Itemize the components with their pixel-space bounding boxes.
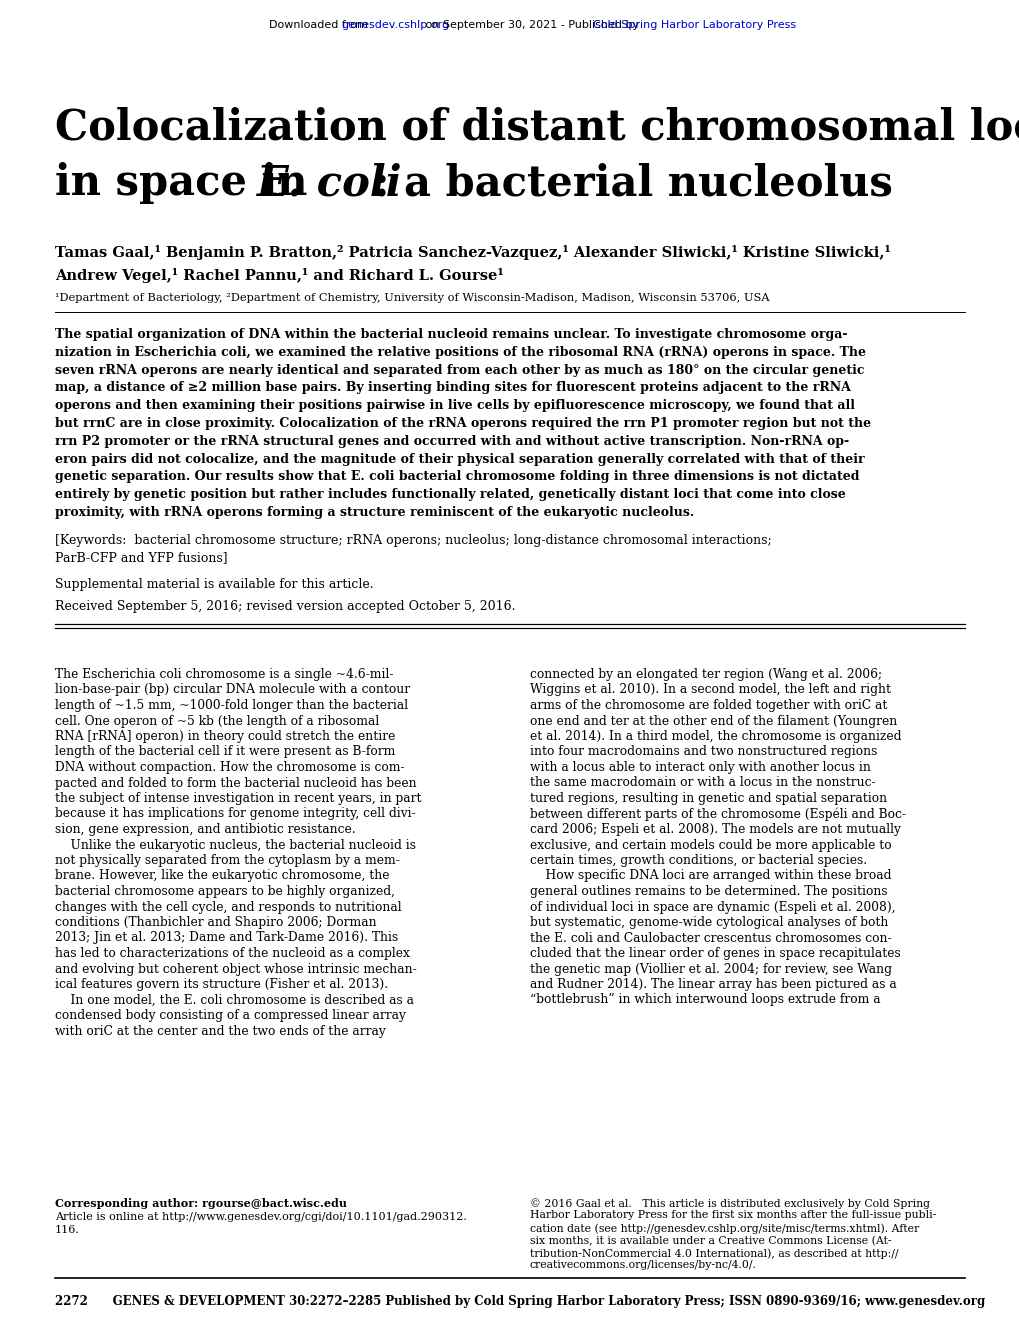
Text: nization in Escherichia coli, we examined the relative positions of the ribosoma: nization in Escherichia coli, we examine… <box>55 346 865 359</box>
Text: operons and then examining their positions pairwise in live cells by epifluoresc: operons and then examining their positio… <box>55 399 854 412</box>
Text: How specific DNA loci are arranged within these broad: How specific DNA loci are arranged withi… <box>530 870 891 883</box>
Text: Received September 5, 2016; revised version accepted October 5, 2016.: Received September 5, 2016; revised vers… <box>55 601 515 612</box>
Text: proximity, with rRNA operons forming a structure reminiscent of the eukaryotic n: proximity, with rRNA operons forming a s… <box>55 506 694 519</box>
Text: RNA [rRNA] operon) in theory could stretch the entire: RNA [rRNA] operon) in theory could stret… <box>55 730 395 743</box>
Text: into four macrodomains and two nonstructured regions: into four macrodomains and two nonstruct… <box>530 746 876 759</box>
Text: but rrnC are in close proximity. Colocalization of the rRNA operons required the: but rrnC are in close proximity. Colocal… <box>55 417 870 430</box>
Text: entirely by genetic position but rather includes functionally related, genetical: entirely by genetic position but rather … <box>55 488 845 502</box>
Text: eron pairs did not colocalize, and the magnitude of their physical separation ge: eron pairs did not colocalize, and the m… <box>55 453 864 466</box>
Text: 2272      GENES & DEVELOPMENT 30:2272–2285 Published by Cold Spring Harbor Labor: 2272 GENES & DEVELOPMENT 30:2272–2285 Pu… <box>55 1295 984 1308</box>
Text: seven rRNA operons are nearly identical and separated from each other by as much: seven rRNA operons are nearly identical … <box>55 363 864 376</box>
Text: cell. One operon of ~5 kb (the length of a ribosomal: cell. One operon of ~5 kb (the length of… <box>55 714 379 727</box>
Text: general outlines remains to be determined. The positions: general outlines remains to be determine… <box>530 884 887 898</box>
Text: between different parts of the chromosome (Espéli and Boc-: between different parts of the chromosom… <box>530 808 905 821</box>
Text: DNA without compaction. How the chromosome is com-: DNA without compaction. How the chromoso… <box>55 762 405 774</box>
Text: exclusive, and certain models could be more applicable to: exclusive, and certain models could be m… <box>530 838 891 851</box>
Text: brane. However, like the eukaryotic chromosome, the: brane. However, like the eukaryotic chro… <box>55 870 389 883</box>
Text: the genetic map (Viollier et al. 2004; for review, see Wang: the genetic map (Viollier et al. 2004; f… <box>530 962 892 975</box>
Text: of individual loci in space are dynamic (Espeli et al. 2008),: of individual loci in space are dynamic … <box>530 900 895 913</box>
Text: [Keywords:  bacterial chromosome structure; rRNA operons; nucleolus; long-distan: [Keywords: bacterial chromosome structur… <box>55 535 771 546</box>
Text: changes with the cell cycle, and responds to nutritional: changes with the cell cycle, and respond… <box>55 900 401 913</box>
Text: The spatial organization of DNA within the bacterial nucleoid remains unclear. T: The spatial organization of DNA within t… <box>55 327 847 341</box>
Text: Andrew Vegel,¹ Rachel Pannu,¹ and Richard L. Gourse¹: Andrew Vegel,¹ Rachel Pannu,¹ and Richar… <box>55 268 503 282</box>
Text: Tamas Gaal,¹ Benjamin P. Bratton,² Patricia Sanchez-Vazquez,¹ Alexander Sliwicki: Tamas Gaal,¹ Benjamin P. Bratton,² Patri… <box>55 246 890 260</box>
Text: one end and ter at the other end of the filament (Youngren: one end and ter at the other end of the … <box>530 714 897 727</box>
Text: genetic separation. Our results show that E. coli bacterial chromosome folding i: genetic separation. Our results show tha… <box>55 470 859 483</box>
Text: length of ~1.5 mm, ~1000-fold longer than the bacterial: length of ~1.5 mm, ~1000-fold longer tha… <box>55 700 408 711</box>
Text: Wiggins et al. 2010). In a second model, the left and right: Wiggins et al. 2010). In a second model,… <box>530 684 891 697</box>
Text: cation date (see http://genesdev.cshlp.org/site/misc/terms.xhtml). After: cation date (see http://genesdev.cshlp.o… <box>530 1224 918 1234</box>
Text: ¹Department of Bacteriology, ²Department of Chemistry, University of Wisconsin-M: ¹Department of Bacteriology, ²Department… <box>55 293 769 304</box>
Text: length of the bacterial cell if it were present as B-form: length of the bacterial cell if it were … <box>55 746 395 759</box>
Text: ical features govern its structure (Fisher et al. 2013).: ical features govern its structure (Fish… <box>55 978 388 991</box>
Text: Cold Spring Harbor Laboratory Press: Cold Spring Harbor Laboratory Press <box>593 20 796 30</box>
Text: Supplemental material is available for this article.: Supplemental material is available for t… <box>55 578 373 591</box>
Text: map, a distance of ≥2 million base pairs. By inserting binding sites for fluores: map, a distance of ≥2 million base pairs… <box>55 381 850 395</box>
Text: pacted and folded to form the bacterial nucleoid has been: pacted and folded to form the bacterial … <box>55 776 416 789</box>
Text: card 2006; Espeli et al. 2008). The models are not mutually: card 2006; Espeli et al. 2008). The mode… <box>530 822 900 836</box>
Text: the E. coli and Caulobacter crescentus chromosomes con-: the E. coli and Caulobacter crescentus c… <box>530 932 891 945</box>
Text: Downloaded from: Downloaded from <box>269 20 371 30</box>
Text: because it has implications for genome integrity, cell divi-: because it has implications for genome i… <box>55 808 416 821</box>
Text: : a bacterial nucleolus: : a bacterial nucleolus <box>374 162 893 205</box>
Text: rrn P2 promoter or the rRNA structural genes and occurred with and without activ: rrn P2 promoter or the rRNA structural g… <box>55 434 848 447</box>
Text: “bottlebrush” in which interwound loops extrude from a: “bottlebrush” in which interwound loops … <box>530 994 879 1006</box>
Text: tribution-NonCommercial 4.0 International), as described at http://: tribution-NonCommercial 4.0 Internationa… <box>530 1247 898 1258</box>
Text: genesdev.cshlp.org: genesdev.cshlp.org <box>341 20 449 30</box>
Text: with oriC at the center and the two ends of the array: with oriC at the center and the two ends… <box>55 1024 385 1038</box>
Text: certain times, growth conditions, or bacterial species.: certain times, growth conditions, or bac… <box>530 854 866 867</box>
Text: et al. 2014). In a third model, the chromosome is organized: et al. 2014). In a third model, the chro… <box>530 730 901 743</box>
Text: tured regions, resulting in genetic and spatial separation: tured regions, resulting in genetic and … <box>530 792 887 805</box>
Text: cluded that the linear order of genes in space recapitulates: cluded that the linear order of genes in… <box>530 946 900 960</box>
Text: In one model, the E. coli chromosome is described as a: In one model, the E. coli chromosome is … <box>55 994 414 1006</box>
Text: bacterial chromosome appears to be highly organized,: bacterial chromosome appears to be highl… <box>55 884 394 898</box>
Text: and evolving but coherent object whose intrinsic mechan-: and evolving but coherent object whose i… <box>55 962 417 975</box>
Text: Corresponding author: rgourse@bact.wisc.edu: Corresponding author: rgourse@bact.wisc.… <box>55 1199 346 1209</box>
Text: Harbor Laboratory Press for the first six months after the full-issue publi-: Harbor Laboratory Press for the first si… <box>530 1210 935 1221</box>
Text: 2013; Jin et al. 2013; Dame and Tark-Dame 2016). This: 2013; Jin et al. 2013; Dame and Tark-Dam… <box>55 932 397 945</box>
Text: conditions (Thanbichler and Shapiro 2006; Dorman: conditions (Thanbichler and Shapiro 2006… <box>55 916 376 929</box>
Text: has led to characterizations of the nucleoid as a complex: has led to characterizations of the nucl… <box>55 946 410 960</box>
Text: the same macrodomain or with a locus in the nonstruc-: the same macrodomain or with a locus in … <box>530 776 874 789</box>
Text: the subject of intense investigation in recent years, in part: the subject of intense investigation in … <box>55 792 421 805</box>
Text: Article is online at http://www.genesdev.org/cgi/doi/10.1101/gad.290312.: Article is online at http://www.genesdev… <box>55 1212 467 1221</box>
Text: lion-base-pair (bp) circular DNA molecule with a contour: lion-base-pair (bp) circular DNA molecul… <box>55 684 410 697</box>
Text: and Rudner 2014). The linear array has been pictured as a: and Rudner 2014). The linear array has b… <box>530 978 896 991</box>
Text: 116.: 116. <box>55 1225 79 1236</box>
Text: sion, gene expression, and antibiotic resistance.: sion, gene expression, and antibiotic re… <box>55 822 356 836</box>
Text: ParB-CFP and YFP fusions]: ParB-CFP and YFP fusions] <box>55 550 227 564</box>
Text: in space in: in space in <box>55 162 322 205</box>
Text: Unlike the eukaryotic nucleus, the bacterial nucleoid is: Unlike the eukaryotic nucleus, the bacte… <box>55 838 416 851</box>
Text: The Escherichia coli chromosome is a single ~4.6-mil-: The Escherichia coli chromosome is a sin… <box>55 668 393 681</box>
Text: condensed body consisting of a compressed linear array: condensed body consisting of a compresse… <box>55 1008 406 1022</box>
Text: arms of the chromosome are folded together with oriC at: arms of the chromosome are folded togeth… <box>530 700 887 711</box>
Text: E. coli: E. coli <box>257 162 401 205</box>
Text: with a locus able to interact only with another locus in: with a locus able to interact only with … <box>530 762 870 774</box>
Text: on September 30, 2021 - Published by: on September 30, 2021 - Published by <box>422 20 642 30</box>
Text: Colocalization of distant chromosomal loci: Colocalization of distant chromosomal lo… <box>55 107 1019 149</box>
Text: connected by an elongated ter region (Wang et al. 2006;: connected by an elongated ter region (Wa… <box>530 668 881 681</box>
Text: © 2016 Gaal et al.   This article is distributed exclusively by Cold Spring: © 2016 Gaal et al. This article is distr… <box>530 1199 929 1209</box>
Text: but systematic, genome-wide cytological analyses of both: but systematic, genome-wide cytological … <box>530 916 888 929</box>
Text: not physically separated from the cytoplasm by a mem-: not physically separated from the cytopl… <box>55 854 399 867</box>
Text: six months, it is available under a Creative Commons License (At-: six months, it is available under a Crea… <box>530 1236 891 1246</box>
Text: creativecommons.org/licenses/by-nc/4.0/.: creativecommons.org/licenses/by-nc/4.0/. <box>530 1261 756 1270</box>
